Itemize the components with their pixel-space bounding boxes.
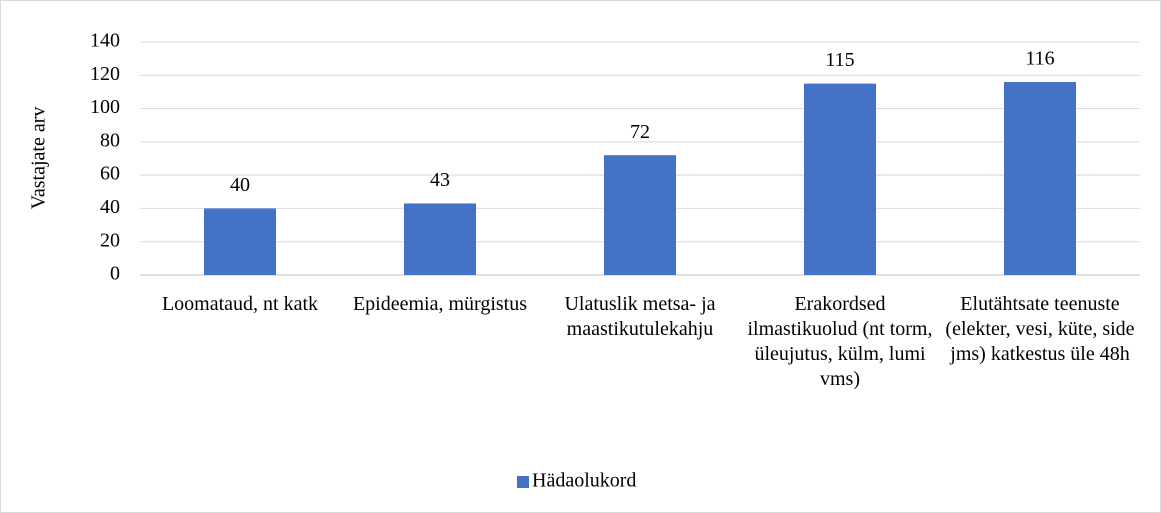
data-label: 40: [230, 174, 250, 196]
y-tick-label: 20: [100, 229, 120, 251]
bar: [604, 155, 676, 275]
y-tick-label: 100: [90, 96, 120, 118]
y-tick-label: 40: [100, 196, 120, 218]
y-tick-label: 80: [100, 129, 120, 151]
x-tick-label: Elutähtsate teenuste (elekter, vesi, küte…: [945, 293, 1134, 365]
data-label: 115: [825, 49, 854, 71]
bar: [804, 83, 876, 275]
data-label: 116: [1025, 48, 1054, 70]
legend-swatch: [517, 476, 529, 488]
y-tick-label: 0: [110, 263, 120, 285]
bar: [404, 203, 476, 275]
y-axis-title: Vastajate arv: [28, 107, 50, 210]
x-tick-label: Erakordsed ilmastikuolud (nt torm, üleujut…: [748, 293, 933, 390]
x-tick-label: Epideemia, mürgistus: [353, 293, 527, 315]
legend-label: Hädaolukord: [532, 470, 636, 492]
x-tick-label: Ulatuslik metsa- ja maastikutulekahju: [564, 293, 715, 340]
x-tick-label: Loomataud, nt katk: [162, 293, 318, 315]
y-tick-label: 140: [90, 30, 120, 52]
y-tick-label: 120: [90, 63, 120, 85]
bar: [204, 208, 276, 275]
y-tick-label: 60: [100, 163, 120, 185]
data-label: 43: [430, 169, 450, 191]
data-label: 72: [630, 121, 650, 143]
bar: [1004, 81, 1076, 275]
